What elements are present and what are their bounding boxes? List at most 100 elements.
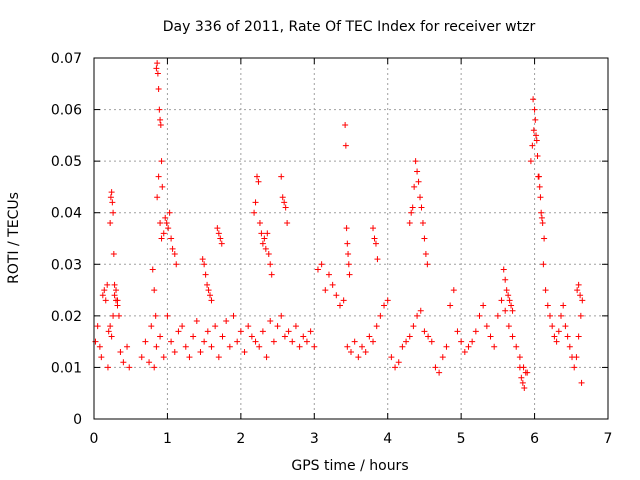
data-point <box>529 142 536 149</box>
data-point <box>296 343 303 350</box>
data-point <box>346 271 353 278</box>
data-point <box>281 199 288 206</box>
data-point <box>155 85 162 92</box>
data-point <box>267 261 274 268</box>
data-point <box>531 106 538 113</box>
data-point <box>165 225 172 232</box>
data-point <box>264 230 271 237</box>
data-point <box>381 302 388 309</box>
data-point <box>417 307 424 314</box>
data-point <box>530 96 537 103</box>
x-tick-label: 3 <box>310 431 319 447</box>
data-point <box>159 183 166 190</box>
data-point <box>256 220 263 227</box>
data-point <box>345 261 352 268</box>
data-point <box>104 281 111 288</box>
data-point <box>105 328 112 335</box>
data-point <box>114 302 121 309</box>
data-point <box>261 235 268 242</box>
data-point <box>151 364 158 371</box>
data-point <box>94 323 101 330</box>
x-tick-label: 5 <box>457 431 466 447</box>
data-point <box>218 240 225 247</box>
data-point <box>546 312 553 319</box>
data-point <box>190 333 197 340</box>
x-axis-label: GPS time / hours <box>291 458 408 474</box>
data-point <box>362 348 369 355</box>
data-point <box>163 220 170 227</box>
data-point <box>157 333 164 340</box>
y-tick-label: 0.02 <box>51 309 82 325</box>
data-point <box>199 256 206 263</box>
data-point <box>458 338 465 345</box>
y-tick-label: 0.06 <box>51 103 82 119</box>
data-point <box>539 220 546 227</box>
data-point <box>333 292 340 299</box>
data-point <box>355 354 362 361</box>
data-point <box>450 287 457 294</box>
data-point <box>201 338 208 345</box>
data-point <box>270 338 277 345</box>
data-point <box>110 250 117 257</box>
x-tick-label: 2 <box>236 431 245 447</box>
data-point <box>114 297 121 304</box>
x-tick-label: 7 <box>604 431 613 447</box>
data-point <box>502 276 509 283</box>
data-point <box>98 354 105 361</box>
data-point <box>259 328 266 335</box>
data-point <box>146 359 153 366</box>
data-point <box>110 209 117 216</box>
data-point <box>107 194 114 201</box>
data-point <box>164 312 171 319</box>
data-point <box>411 183 418 190</box>
data-point <box>153 343 160 350</box>
data-point <box>204 328 211 335</box>
data-point <box>417 194 424 201</box>
data-point <box>99 292 106 299</box>
data-point <box>542 287 549 294</box>
data-point <box>248 333 255 340</box>
data-point <box>157 122 164 129</box>
data-point <box>154 194 161 201</box>
data-point <box>421 328 428 335</box>
data-point <box>314 266 321 273</box>
data-point <box>292 323 299 330</box>
data-point <box>204 281 211 288</box>
data-point <box>374 256 381 263</box>
data-point <box>340 297 347 304</box>
data-point <box>521 385 528 392</box>
data-point <box>540 261 547 268</box>
data-point <box>245 323 252 330</box>
data-point <box>311 343 318 350</box>
data-point <box>251 209 258 216</box>
data-point <box>439 354 446 361</box>
data-point <box>377 312 384 319</box>
data-point <box>154 60 161 67</box>
data-point <box>107 323 114 330</box>
x-tick-label: 1 <box>163 431 172 447</box>
data-point <box>541 235 548 242</box>
data-point <box>111 281 118 288</box>
data-point <box>303 338 310 345</box>
data-point <box>558 312 565 319</box>
data-point <box>472 328 479 335</box>
data-point <box>494 312 501 319</box>
data-point <box>282 204 289 211</box>
data-point <box>538 209 545 216</box>
data-point <box>506 297 513 304</box>
data-point <box>205 287 212 294</box>
data-point <box>443 343 450 350</box>
data-point <box>549 323 556 330</box>
data-point <box>566 343 573 350</box>
data-point <box>279 194 286 201</box>
data-point <box>536 183 543 190</box>
data-point <box>267 318 274 325</box>
data-point <box>476 312 483 319</box>
data-point <box>560 302 567 309</box>
data-point <box>574 287 581 294</box>
data-point <box>509 307 516 314</box>
data-point <box>138 354 145 361</box>
chart-title: Day 336 of 2011, Rate Of TEC Index for r… <box>163 19 536 35</box>
y-tick-label: 0 <box>73 412 82 428</box>
data-point <box>428 338 435 345</box>
